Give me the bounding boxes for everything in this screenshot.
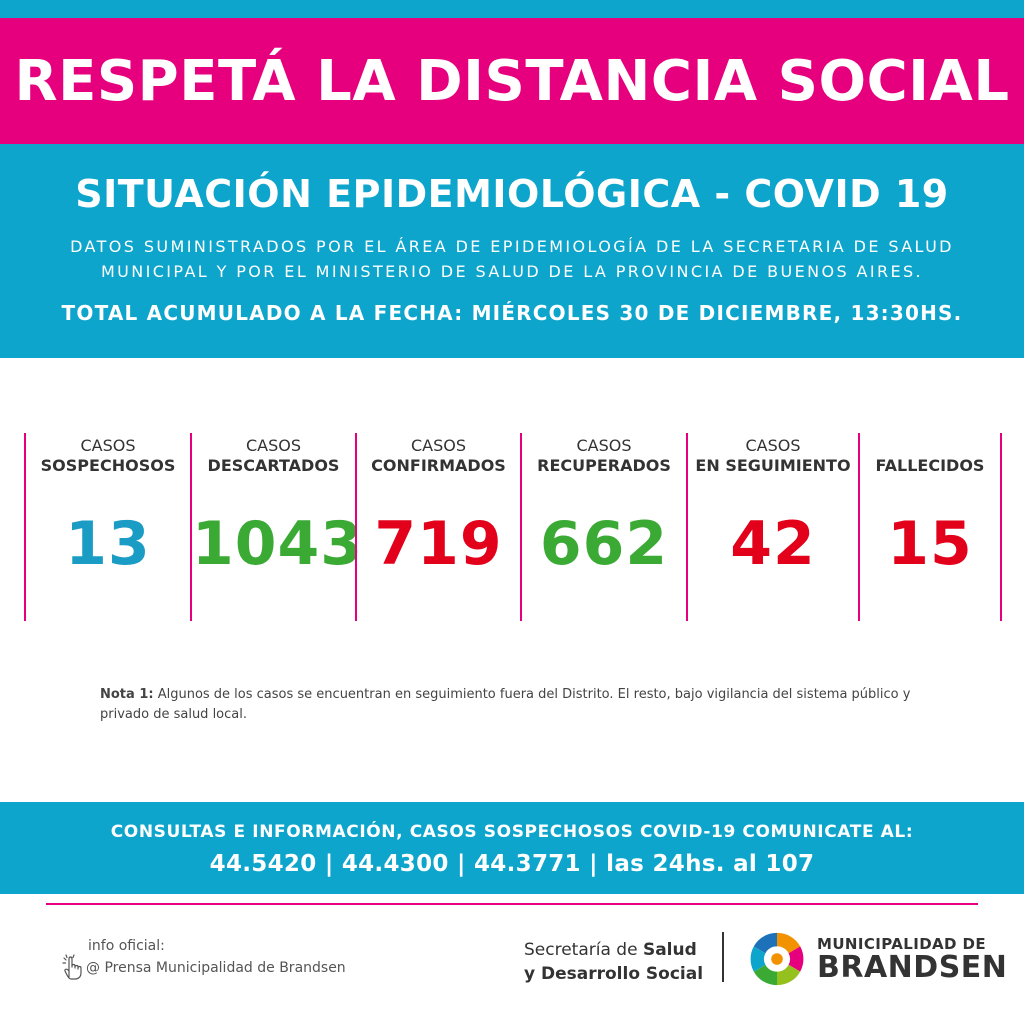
contact-heading: CONSULTAS E INFORMACIÓN, CASOS SOSPECHOS… <box>110 822 914 842</box>
stat-value: 1043 <box>192 509 363 579</box>
header-date: TOTAL ACUMULADO A LA FECHA: MIÉRCOLES 30… <box>61 301 963 325</box>
note-text: Algunos de los casos se encuentran en se… <box>100 687 911 722</box>
municipality-name: MUNICIPALIDAD DE BRANDSEN <box>817 935 1007 983</box>
stat-label-line2: EN SEGUIMIENTO <box>695 456 851 475</box>
vertical-divider <box>722 932 724 982</box>
stat-descartados: CASOS DESCARTADOS 1043 <box>190 433 363 621</box>
header: SITUACIÓN EPIDEMIOLÓGICA - COVID 19 DATO… <box>0 144 1024 358</box>
banner: RESPETÁ LA DISTANCIA SOCIAL <box>0 18 1024 144</box>
stat-label-line2: SOSPECHOSOS <box>40 456 176 475</box>
secretaria-line2: y Desarrollo Social <box>524 964 704 984</box>
stat-label-line2: CONFIRMADOS <box>371 456 506 475</box>
divider-line <box>46 903 978 905</box>
secretaria-line1: Secretaría de <box>524 940 643 960</box>
stat-fallecidos: FALLECIDOS 15 <box>858 433 1002 621</box>
stat-recuperados: CASOS RECUPERADOS 662 <box>520 433 686 621</box>
brandsen-logo-icon <box>750 932 804 986</box>
header-subtitle: DATOS SUMINISTRADOS POR EL ÁREA DE EPIDE… <box>0 234 1024 284</box>
banner-title: RESPETÁ LA DISTANCIA SOCIAL <box>14 48 1010 114</box>
stat-sospechosos: CASOS SOSPECHOSOS 13 <box>24 433 190 621</box>
stat-value: 42 <box>730 509 816 579</box>
stat-value: 662 <box>539 509 669 579</box>
stat-value: 719 <box>374 509 503 579</box>
header-subtitle-line1: DATOS SUMINISTRADOS POR EL ÁREA DE EPIDE… <box>70 237 954 256</box>
stat-label-line1: CASOS <box>245 436 302 455</box>
contact-footer: CONSULTAS E INFORMACIÓN, CASOS SOSPECHOS… <box>0 802 1024 894</box>
stat-label-line1: CASOS <box>745 436 801 455</box>
stat-confirmados: CASOS CONFIRMADOS 719 <box>355 433 520 621</box>
stat-label-line2: RECUPERADOS <box>537 456 671 475</box>
stat-label-line1: CASOS <box>80 436 136 455</box>
info-handle[interactable]: @ Prensa Municipalidad de Brandsen <box>86 960 346 976</box>
contact-phones: 44.5420 | 44.4300 | 44.3771 | las 24hs. … <box>209 851 815 877</box>
secretaria-salud: Salud <box>642 940 697 960</box>
header-subtitle-line2: MUNICIPAL Y POR EL MINISTERIO DE SALUD D… <box>100 262 924 281</box>
stat-value: 13 <box>65 509 151 579</box>
stat-label-line2: DESCARTADOS <box>207 456 340 475</box>
stat-value: 15 <box>887 509 973 579</box>
municipality-line2: BRANDSEN <box>817 950 1008 985</box>
secretaria-label: Secretaría de Salud y Desarrollo Social <box>524 938 703 986</box>
info-label: info oficial: <box>88 938 165 954</box>
top-strip <box>0 0 1024 18</box>
stats-row: CASOS SOSPECHOSOS 13 CASOS DESCARTADOS 1… <box>24 433 1002 621</box>
header-title: SITUACIÓN EPIDEMIOLÓGICA - COVID 19 <box>75 172 949 216</box>
note: Nota 1: Algunos de los casos se encuentr… <box>100 685 930 725</box>
municipality-line1: MUNICIPALIDAD DE <box>817 935 987 953</box>
stat-label: FALLECIDOS <box>875 456 985 475</box>
stat-label-line1: CASOS <box>410 436 467 455</box>
stat-en-seguimiento: CASOS EN SEGUIMIENTO 42 <box>686 433 858 621</box>
pointing-hand-icon <box>62 954 82 980</box>
note-label: Nota 1: <box>100 687 154 702</box>
stat-label-line1: CASOS <box>576 436 632 455</box>
